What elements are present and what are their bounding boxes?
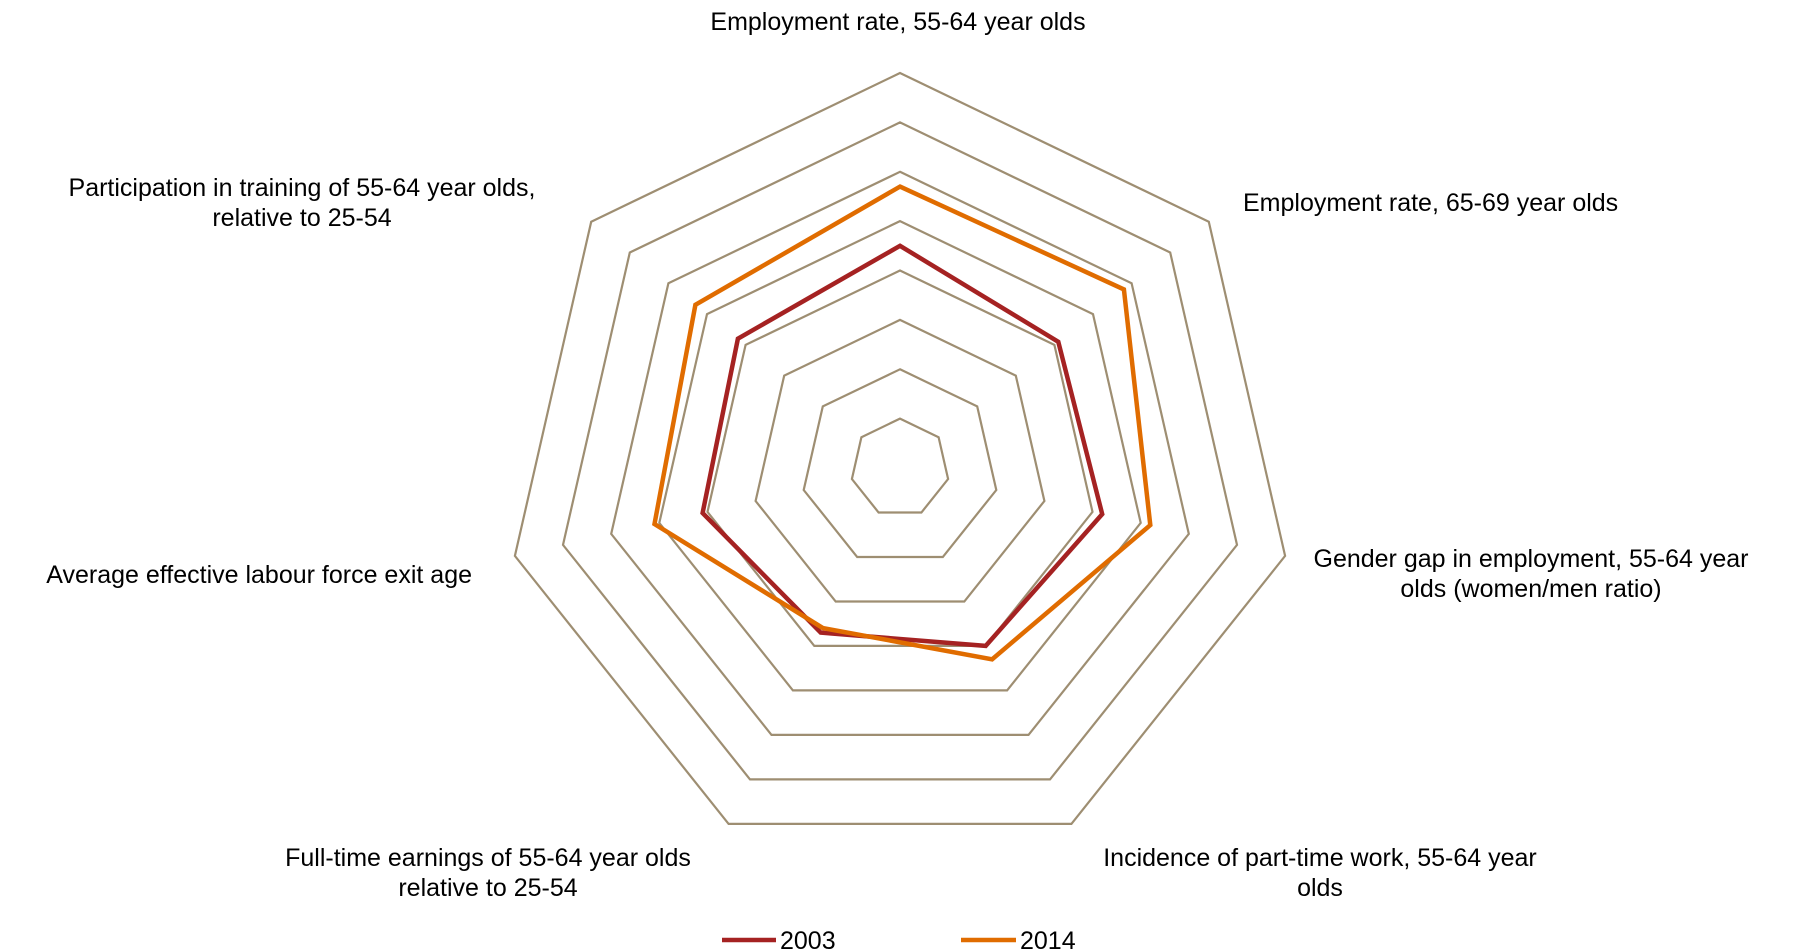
grid-ring-7 xyxy=(561,121,1239,781)
grid-ring-5 xyxy=(658,219,1142,692)
grid-ring-2 xyxy=(802,368,998,559)
axis-label-2: Gender gap in employment, 55-64 year olds… xyxy=(1314,545,1749,603)
grid-ring-3 xyxy=(754,318,1046,603)
radar-series xyxy=(652,184,1153,662)
axis-label-1-line-0: Employment rate, 65-69 year olds xyxy=(1243,189,1618,217)
grid-ring-4 xyxy=(706,269,1094,648)
axis-labels: Employment rate, 55-64 year olds Employme… xyxy=(46,8,1748,902)
grid-ring-8 xyxy=(513,71,1287,826)
legend: 2003 2014 xyxy=(722,927,1076,952)
axis-label-3-line-0: Incidence of part-time work, 55-64 year xyxy=(1103,844,1537,872)
axis-label-5: Average effective labour force exit age xyxy=(46,561,472,589)
axis-label-4-line-0: Full-time earnings of 55-64 year olds xyxy=(285,844,691,872)
axis-label-0: Employment rate, 55-64 year olds xyxy=(710,8,1085,36)
axis-label-3: Incidence of part-time work, 55-64 year o… xyxy=(1103,844,1537,902)
axis-label-6-line-0: Participation in training of 55-64 year … xyxy=(69,174,536,202)
series-line-2003 xyxy=(700,243,1105,649)
axis-label-6: Participation in training of 55-64 year … xyxy=(69,174,536,232)
axis-label-1: Employment rate, 65-69 year olds xyxy=(1243,189,1618,217)
axis-label-0-line-0: Employment rate, 55-64 year olds xyxy=(710,8,1085,36)
axis-label-4-line-1: relative to 25-54 xyxy=(398,874,577,902)
axis-label-3-line-1: olds xyxy=(1297,874,1343,902)
series-line-2014 xyxy=(652,184,1153,662)
axis-label-2-line-1: olds (women/men ratio) xyxy=(1400,575,1661,603)
axis-label-5-line-0: Average effective labour force exit age xyxy=(46,561,472,589)
axis-label-6-line-1: relative to 25-54 xyxy=(212,204,391,232)
grid-ring-1 xyxy=(850,417,950,514)
radar-grid xyxy=(513,71,1287,826)
legend-label-2003: 2003 xyxy=(780,927,836,952)
axis-label-2-line-0: Gender gap in employment, 55-64 year xyxy=(1314,545,1749,573)
axis-label-4: Full-time earnings of 55-64 year olds rel… xyxy=(285,844,691,902)
legend-label-2014: 2014 xyxy=(1020,927,1076,952)
grid-ring-6 xyxy=(610,170,1190,737)
